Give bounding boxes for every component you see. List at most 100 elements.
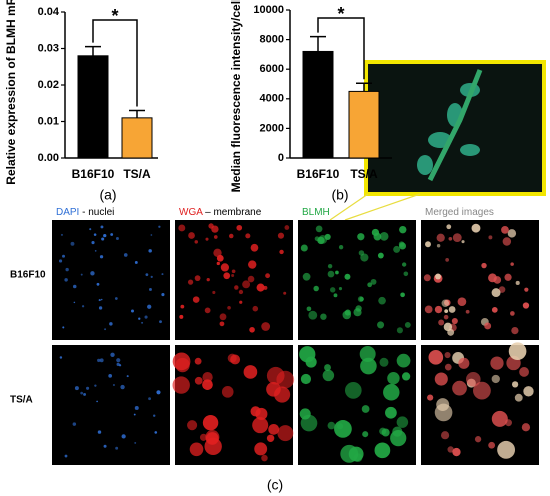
cell-dot: [448, 236, 453, 241]
cell-dot: [314, 236, 320, 242]
cell-dot: [277, 425, 294, 442]
cell-dot: [362, 431, 369, 438]
cell-dot: [121, 434, 126, 439]
cell-dot: [445, 258, 449, 262]
cell-dot: [96, 282, 100, 286]
cell-dot: [110, 233, 114, 236]
cell-dot: [367, 282, 373, 288]
y-tick-label: 0: [278, 152, 284, 164]
cell-dot: [379, 427, 387, 435]
cell-dot: [401, 262, 407, 267]
cell-dot: [94, 250, 97, 252]
bar: [77, 55, 109, 159]
cell-dot: [425, 241, 431, 248]
cell-dot: [220, 263, 230, 272]
cell-dot: [359, 296, 364, 302]
cell-dot: [481, 262, 487, 269]
cell-dot: [150, 234, 153, 236]
cell-dot: [223, 272, 231, 280]
cell-dot: [344, 273, 351, 280]
cell-dot: [219, 313, 227, 321]
y-tick-label: 8000: [260, 34, 284, 46]
cell-dot: [161, 293, 165, 297]
cell-dot: [521, 423, 531, 432]
cell-dot: [110, 352, 115, 357]
cell-dot: [471, 223, 481, 233]
cell-dot: [249, 326, 255, 333]
error-bar: [129, 109, 145, 118]
cell-dot: [243, 365, 258, 379]
stain-name: DAPI: [56, 207, 79, 218]
cell-dot: [401, 372, 411, 381]
cell-dot: [473, 381, 491, 400]
cell-dot: [147, 304, 152, 309]
column-header: BLMH: [302, 207, 330, 218]
cell-dot: [154, 431, 158, 434]
cell-dot: [219, 321, 225, 327]
cell-dot: [115, 236, 119, 240]
cell-dot: [138, 317, 141, 320]
cell-dot: [245, 233, 251, 239]
cell-dot: [228, 233, 234, 239]
cell-dot: [452, 447, 461, 457]
cell-dot: [490, 356, 504, 370]
y-tick-label: 0.01: [38, 115, 59, 127]
cell-dot: [511, 381, 519, 388]
cell-dot: [461, 240, 465, 244]
micrograph: [421, 342, 539, 465]
cell-dot: [247, 275, 255, 283]
cell-dot: [91, 241, 95, 245]
significance-label: *: [337, 4, 344, 24]
cell-dot: [519, 367, 529, 377]
cell-dot: [148, 397, 151, 401]
cell-dot: [370, 278, 377, 285]
inset-connector: [344, 193, 421, 221]
stain-name: WGA: [179, 207, 203, 218]
cell-dot: [103, 444, 107, 448]
cell-dot: [158, 225, 161, 228]
cell-dot: [443, 314, 449, 320]
cell-dot: [202, 372, 213, 383]
cell-dot: [436, 233, 445, 242]
cell-dot: [180, 304, 185, 309]
cell-dot: [250, 406, 261, 417]
cell-dot: [514, 393, 523, 402]
cell-dot: [231, 274, 235, 278]
cell-dot: [427, 394, 434, 401]
cell-dot: [434, 305, 443, 314]
cell-dot: [502, 237, 512, 246]
cell-dot: [515, 280, 520, 286]
stain-name: BLMH: [302, 207, 330, 218]
cell-dot: [94, 384, 97, 387]
cell-dot: [507, 229, 517, 238]
bar: [121, 117, 153, 159]
cell-dot: [268, 423, 280, 435]
cell-dot: [357, 233, 365, 241]
cell-dot: [396, 416, 409, 428]
cell-dot: [242, 280, 251, 289]
cell-dot: [524, 287, 529, 292]
cell-dot: [192, 296, 200, 303]
cell-dot: [62, 254, 66, 258]
cell-dot: [284, 225, 290, 230]
cell-dot: [435, 273, 441, 280]
cell-dot: [403, 271, 409, 277]
cell-dot: [377, 321, 385, 329]
cell-dot: [510, 311, 515, 316]
cell-dot: [523, 386, 534, 397]
cell-dot: [457, 297, 467, 307]
cell-dot: [172, 352, 191, 371]
cell-dot: [187, 420, 198, 431]
cell-dot: [205, 432, 219, 445]
y-axis-label: Relative expression of BLMH mRNA: [4, 0, 18, 185]
cell-dot: [100, 298, 103, 301]
cell-dot: [508, 342, 527, 361]
micrograph-background: [52, 345, 170, 465]
cell-dot: [428, 350, 444, 365]
cell-dot: [74, 386, 79, 391]
cell-dot: [234, 285, 239, 290]
cell-dot: [379, 231, 389, 241]
y-tick-label: 0.04: [38, 6, 60, 18]
cell-dot: [93, 233, 97, 236]
cell-dot: [320, 313, 327, 320]
